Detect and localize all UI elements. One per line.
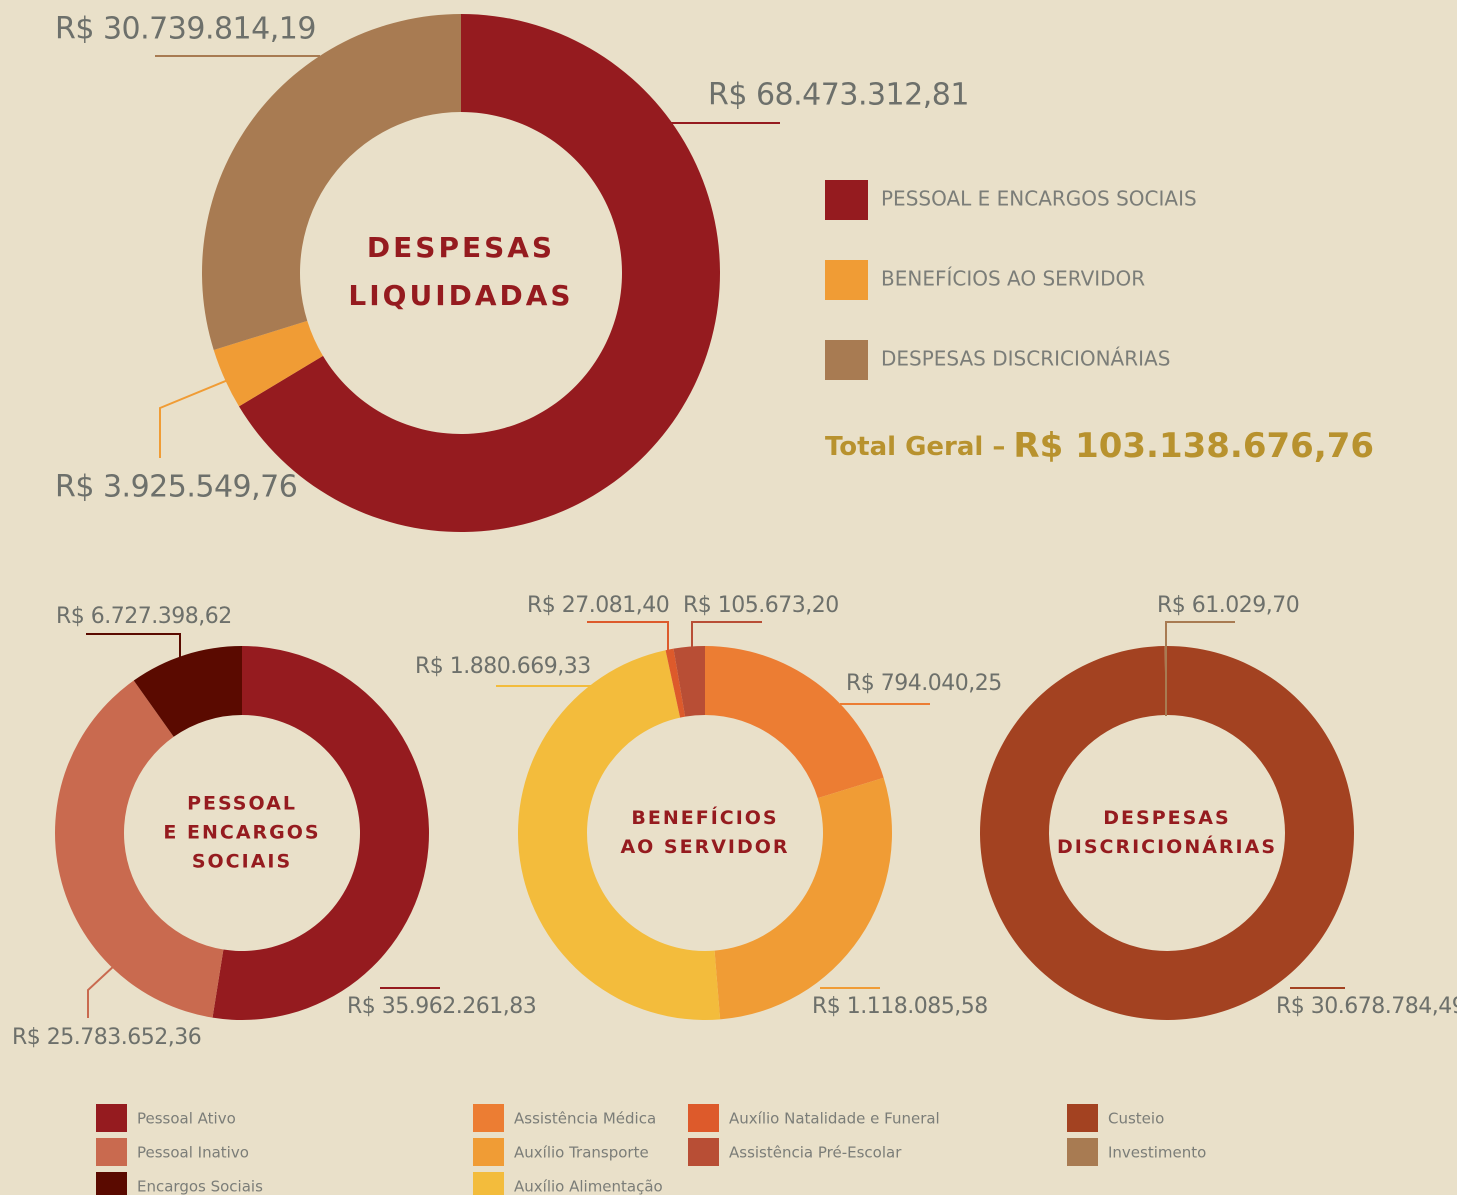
donut-chart: R$ 35.962.261,83 Pessoal Ativo R$ 25.783.6… [12, 604, 537, 1195]
legend-label: Pessoal Ativo [137, 1110, 236, 1128]
center-title: BENEFÍCIOS [631, 806, 778, 829]
center-title: DESPESAS [1103, 807, 1230, 829]
value-label: R$ 25.783.652,36 [12, 1025, 201, 1050]
value-label: R$ 61.029,70 [1157, 593, 1299, 618]
value-label: R$ 68.473.312,81 [708, 78, 969, 113]
legend-swatch [688, 1138, 719, 1166]
donut-chart: R$ 30.678.784,49 Custeio R$ 61.029,70 Inves… [979, 593, 1457, 1166]
legend-swatch [473, 1138, 504, 1166]
value-label: R$ 30.739.814,19 [55, 12, 316, 47]
center-title: LIQUIDADAS [348, 279, 573, 312]
leader-line [1165, 621, 1235, 716]
leader-line [159, 379, 229, 458]
legend-swatch [96, 1104, 127, 1132]
slice [133, 646, 242, 737]
center-title: PESSOAL [187, 793, 297, 815]
value-label: R$ 27.081,40 [527, 593, 669, 618]
center-title: SOCIAIS [192, 851, 292, 873]
value-label: R$ 6.727.398,62 [56, 604, 232, 629]
legend-label: PESSOAL E ENCARGOS SOCIAIS [881, 187, 1197, 211]
legend-label: Pessoal Inativo [137, 1144, 249, 1162]
legend-label: Auxílio Transporte [514, 1144, 649, 1162]
leader-line [86, 633, 181, 658]
value-label: R$ 1.118.085,58 [812, 994, 988, 1019]
legend-label: Auxílio Natalidade e Funeral [729, 1110, 940, 1128]
slice [201, 14, 461, 351]
total: Total Geral – R$ 103.138.676,76 [825, 426, 1374, 466]
center-title: DESPESAS [367, 231, 555, 264]
total-label: Total Geral – [825, 432, 1005, 462]
donut-chart: R$ 794.040,25 Assistência Médica R$ 1.118.… [415, 593, 1002, 1195]
slice [238, 14, 720, 532]
slice [705, 646, 884, 799]
center-title: DISCRICIONÁRIAS [1057, 835, 1277, 858]
leader-line [691, 621, 762, 648]
slice [979, 646, 1354, 1020]
legend-swatch [825, 340, 868, 380]
legend-swatch [96, 1172, 127, 1195]
center-title: AO SERVIDOR [620, 836, 789, 858]
value-label: R$ 794.040,25 [846, 671, 1002, 696]
legend-label: Encargos Sociais [137, 1178, 263, 1195]
donut-chart: R$ 68.473.312,81 PESSOAL E ENCARGOS SOCIA… [55, 12, 1374, 532]
value-label: R$ 105.673,20 [683, 593, 839, 618]
legend-swatch [96, 1138, 127, 1166]
legend-swatch [688, 1104, 719, 1132]
slice [213, 320, 323, 407]
leader-line [87, 964, 116, 1018]
center-title: E ENCARGOS [163, 822, 320, 844]
legend-label: Investimento [1108, 1144, 1206, 1162]
legend-label: BENEFÍCIOS AO SERVIDOR [881, 267, 1145, 291]
slice [665, 648, 686, 718]
value-label: R$ 3.925.549,76 [55, 470, 297, 505]
legend-swatch [1067, 1104, 1098, 1132]
legend-label: Auxílio Alimentação [514, 1178, 663, 1195]
legend-swatch [825, 180, 868, 220]
legend-swatch [473, 1172, 504, 1195]
value-label: R$ 1.880.669,33 [415, 654, 591, 679]
slice [517, 650, 721, 1021]
slice [212, 646, 430, 1020]
legend-label: Custeio [1108, 1110, 1164, 1128]
slice [673, 646, 705, 717]
value-label: R$ 35.962.261,83 [347, 994, 536, 1019]
legend-label: Assistência Pré-Escolar [729, 1144, 902, 1162]
slice [55, 680, 224, 1018]
legend-swatch [1067, 1138, 1098, 1166]
total-value: R$ 103.138.676,76 [1013, 426, 1374, 466]
legend-swatch [825, 260, 868, 300]
legend-label: Assistência Médica [514, 1110, 656, 1128]
value-label: R$ 30.678.784,49 [1276, 994, 1457, 1019]
legend-label: DESPESAS DISCRICIONÁRIAS [881, 347, 1170, 371]
leader-line [587, 621, 669, 650]
legend-swatch [473, 1104, 504, 1132]
slice [714, 777, 892, 1020]
